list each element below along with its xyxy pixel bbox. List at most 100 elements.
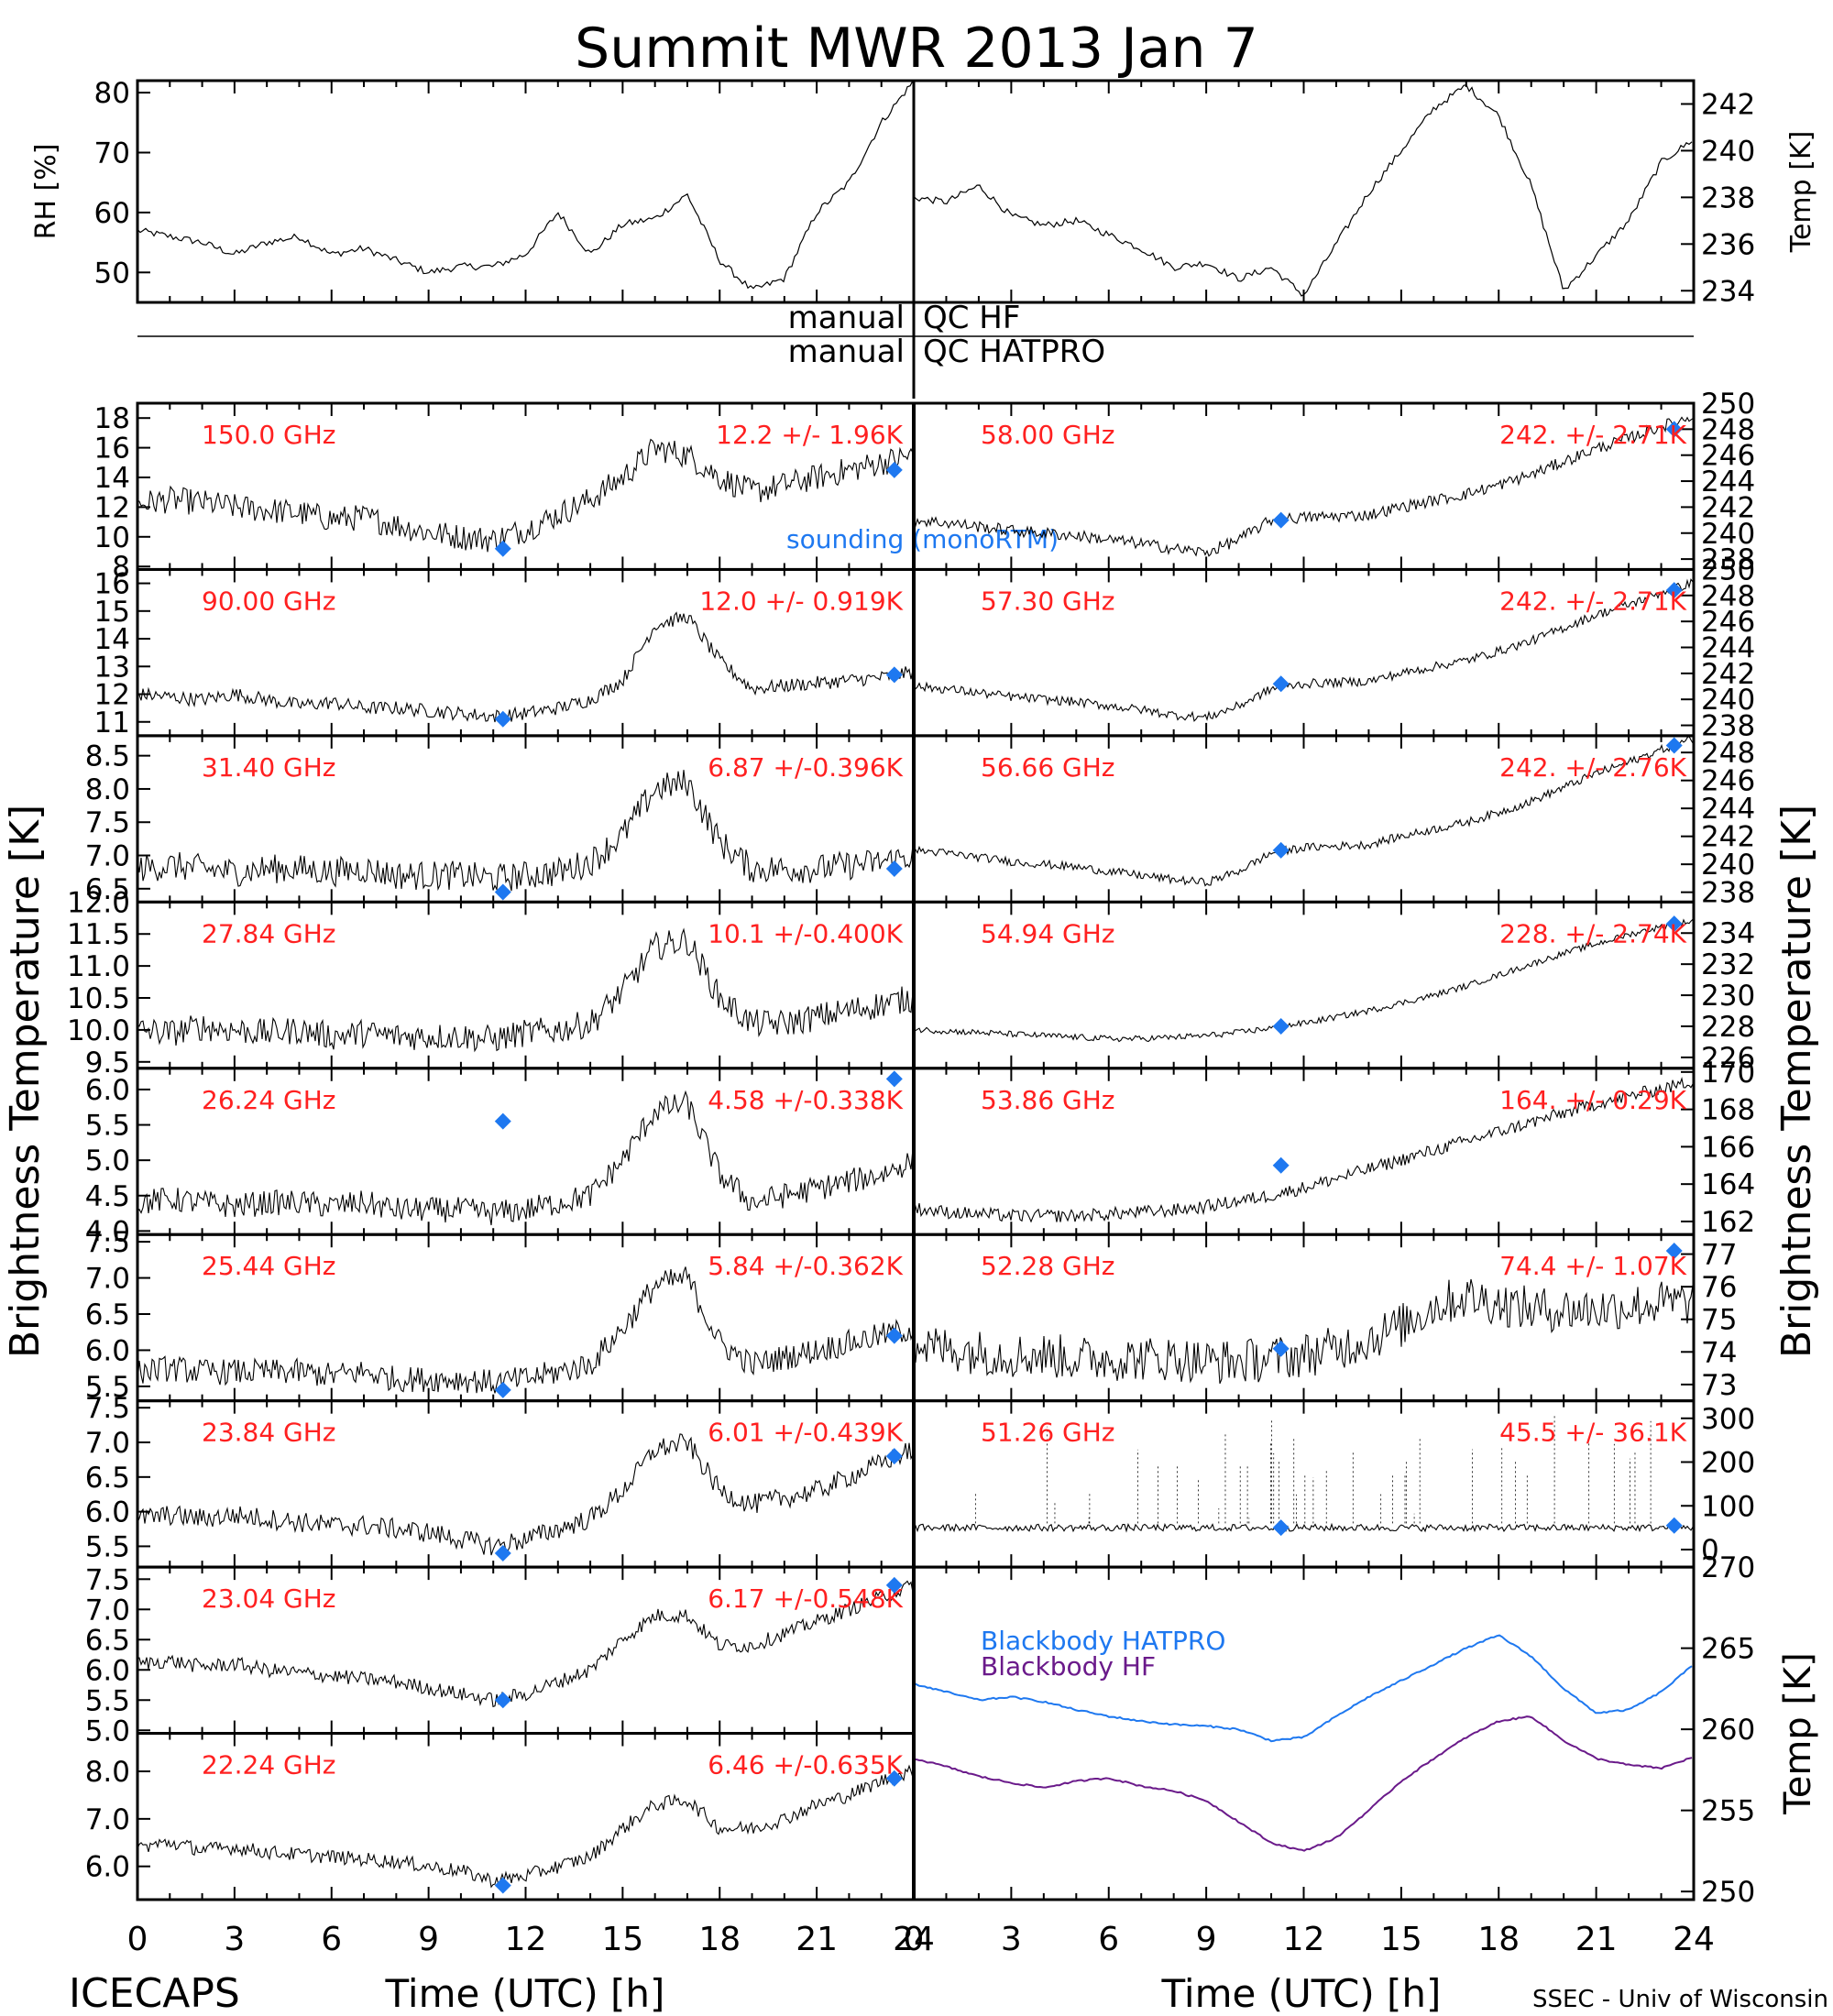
y-tick-label: 244	[1701, 466, 1755, 499]
frequency-label: 31.40 GHz	[202, 752, 336, 783]
x-tick-label: 24	[1673, 1921, 1715, 1958]
temp-series-line	[913, 84, 1693, 297]
frequency-label: 150.0 GHz	[202, 420, 336, 450]
tb-series-line	[137, 927, 914, 1053]
x-tick-label: 24	[893, 1921, 935, 1958]
sounding-marker	[1665, 737, 1683, 754]
y-tick-label: 250	[1701, 1876, 1755, 1909]
stats-label: 242. +/- 2.71K	[1499, 420, 1686, 450]
stats-label: 12.2 +/- 1.96K	[716, 420, 903, 450]
y-tick-label: 6.5	[85, 1298, 130, 1331]
y-tick-label: 164	[1701, 1168, 1755, 1201]
stats-label: 10.1 +/-0.400K	[708, 918, 903, 948]
y-tick-label: 8.5	[85, 740, 130, 773]
y-tick-label: 238	[1701, 877, 1755, 910]
y-tick-label: 6.0	[85, 1851, 130, 1884]
y-tick-label: 236	[1701, 228, 1755, 261]
stats-label: 45.5 +/- 36.1K	[1499, 1418, 1686, 1448]
sounding-marker	[494, 1877, 511, 1894]
sounding-marker	[1665, 1243, 1683, 1260]
y-tick-label: 248	[1701, 737, 1755, 770]
frequency-label: 52.28 GHz	[981, 1251, 1115, 1281]
sounding-marker	[494, 540, 511, 557]
stats-label: 74.4 +/- 1.07K	[1499, 1251, 1686, 1281]
y-tick-label: 7.0	[85, 1594, 130, 1627]
y-tick-label: 5.5	[85, 1530, 130, 1563]
y-tick-label: 240	[1701, 518, 1755, 551]
right-y-axis-label: Brightness Temperature [K]	[1773, 805, 1820, 1358]
tb-series-line	[137, 438, 914, 553]
frequency-label: 56.66 GHz	[981, 752, 1115, 783]
stats-label: 6.01 +/-0.439K	[708, 1418, 903, 1448]
blackbody-series-line	[913, 1715, 1693, 1852]
y-tick-label: 74	[1701, 1336, 1737, 1369]
y-tick-label: 246	[1701, 765, 1755, 798]
tb-series-line	[137, 770, 914, 892]
footer-right-label: SSEC - Univ of Wisconsin	[1532, 1986, 1828, 2013]
sounding-marker	[494, 710, 511, 728]
x-tick-label: 9	[418, 1921, 439, 1958]
tb-series-line	[137, 1764, 914, 1889]
sounding-marker	[1272, 1156, 1290, 1174]
frequency-label: 23.04 GHz	[202, 1583, 336, 1614]
y-tick-label: 8	[112, 551, 130, 584]
frequency-label: 54.94 GHz	[981, 918, 1115, 948]
y-tick-label: 18	[94, 402, 130, 435]
frequency-label: 23.84 GHz	[202, 1418, 336, 1448]
y-tick-label: 75	[1701, 1304, 1737, 1337]
y-tick-label: 9.5	[85, 1046, 130, 1079]
y-tick-label: 300	[1701, 1403, 1755, 1436]
y-tick-label: 12	[94, 679, 130, 712]
footer-left-label: ICECAPS	[69, 1970, 240, 2016]
sounding-marker	[1665, 582, 1683, 599]
rh-panel-frame	[136, 79, 916, 304]
sounding-marker	[494, 883, 511, 901]
x-tick-label: 12	[1283, 1921, 1325, 1958]
stats-label: 12.0 +/- 0.919K	[699, 586, 903, 616]
chart-title: Summit MWR 2013 Jan 7	[575, 16, 1258, 81]
rh-series-line	[137, 80, 914, 290]
sounding-marker	[494, 1381, 511, 1398]
y-tick-label: 246	[1701, 440, 1755, 473]
left-y-axis-label: Brightness Temperature [K]	[2, 805, 49, 1358]
x-tick-label: 3	[1001, 1921, 1022, 1958]
sounding-marker	[1272, 1340, 1290, 1357]
sounding-marker	[1665, 421, 1683, 438]
sounding-legend-label: sounding (monoRTM)	[786, 524, 1059, 554]
frequency-label: 53.86 GHz	[981, 1085, 1115, 1115]
stats-label: 6.46 +/-0.635K	[708, 1750, 903, 1780]
y-tick-label: 77	[1701, 1239, 1737, 1272]
sounding-marker	[885, 860, 903, 878]
tb-series-line	[913, 1077, 1694, 1223]
y-tick-label: 230	[1701, 980, 1755, 1013]
y-tick-label: 246	[1701, 606, 1755, 639]
x-tick-label: 6	[321, 1921, 342, 1958]
y-tick-label: 16	[94, 433, 130, 466]
y-tick-label: 170	[1701, 1057, 1755, 1090]
y-tick-label: 70	[94, 137, 130, 170]
sounding-marker	[885, 666, 903, 684]
y-tick-label: 250	[1701, 388, 1755, 421]
y-tick-label: 12	[94, 491, 130, 524]
x-tick-label: 0	[904, 1921, 925, 1958]
y-tick-label: 7.0	[85, 1427, 130, 1460]
tb-series-line	[137, 1266, 914, 1394]
y-tick-label: 244	[1701, 631, 1755, 664]
y-tick-label: 5.0	[85, 1715, 130, 1748]
y-tick-label: 162	[1701, 1206, 1755, 1239]
y-tick-label: 6.0	[85, 1334, 130, 1367]
stats-label: 4.58 +/-0.338K	[708, 1085, 903, 1115]
y-tick-label: 228	[1701, 1011, 1755, 1044]
stats-label: 6.87 +/-0.396K	[708, 752, 903, 783]
blackbody-legend-label: Blackbody HF	[981, 1651, 1156, 1682]
y-tick-label: 14	[94, 623, 130, 656]
x-axis-label-left: Time (UTC) [h]	[385, 1971, 665, 2016]
tb-series-line	[913, 416, 1694, 557]
qc-row-right-label: QC HATPRO	[923, 334, 1105, 370]
y-tick-label: 242	[1701, 821, 1755, 854]
y-tick-label: 11.5	[67, 918, 130, 951]
y-tick-label: 7.5	[85, 1226, 130, 1259]
sounding-marker	[885, 1769, 903, 1787]
